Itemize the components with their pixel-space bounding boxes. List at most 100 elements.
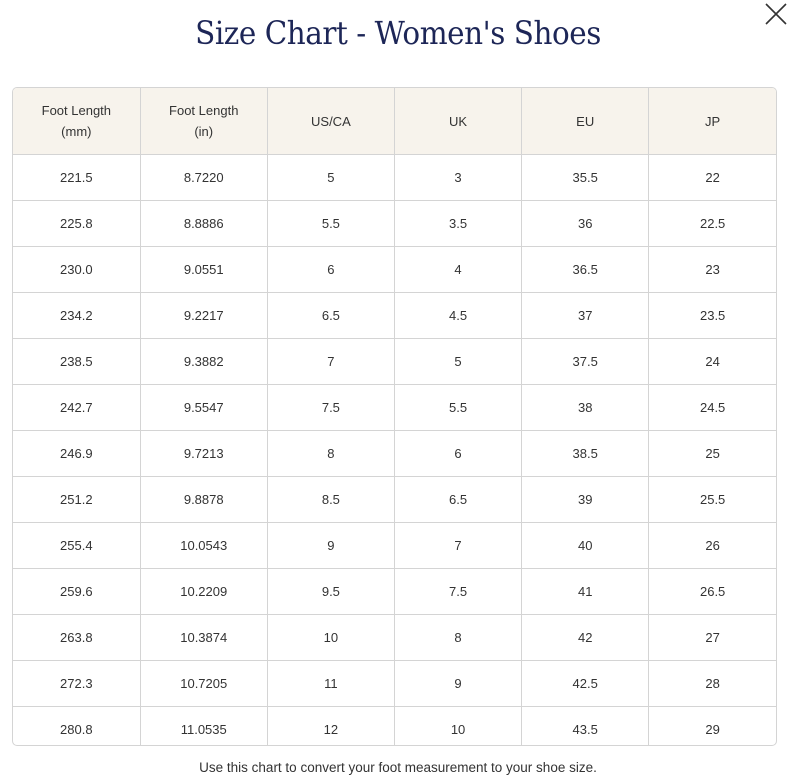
column-header-text: EU <box>576 113 595 129</box>
table-cell: 9.7213 <box>139 430 268 477</box>
table-row: 234.2 9.2217 6.5 4.5 37 23.5 <box>13 292 776 339</box>
table-cell: 5 <box>393 338 523 385</box>
table-cell: 255.4 <box>13 522 141 569</box>
table-header-row: Foot Length (mm) Foot Length (in) US/CA UK EU J… <box>13 88 776 155</box>
table-cell: 9.3882 <box>139 338 268 385</box>
close-x-icon <box>765 3 787 25</box>
close-button[interactable] <box>764 2 788 26</box>
table-cell: 9.5 <box>266 568 395 615</box>
table-cell: 10.7205 <box>139 660 268 707</box>
table-cell: 221.5 <box>13 154 141 201</box>
table-row: 255.4 10.0543 9 7 40 26 <box>13 522 776 569</box>
table-row: 263.8 10.3874 10 8 42 27 <box>13 614 776 661</box>
table-row: 221.5 8.7220 5 3 35.5 22 <box>13 154 776 201</box>
table-cell: 230.0 <box>13 246 141 293</box>
table-cell: 38 <box>521 384 650 431</box>
table-cell: 42.5 <box>521 660 650 707</box>
table-cell: 8.7220 <box>139 154 268 201</box>
table-cell: 234.2 <box>13 292 141 339</box>
table-cell: 6 <box>393 430 523 477</box>
column-header-text: UK <box>449 113 468 129</box>
table-cell: 9.8878 <box>139 476 268 523</box>
column-header: Foot Length (mm) <box>13 88 141 155</box>
table-row: 225.8 8.8886 5.5 3.5 36 22.5 <box>13 200 776 247</box>
table-row: 238.5 9.3882 7 5 37.5 24 <box>13 338 776 385</box>
column-header-text: Foot Length <box>169 103 239 118</box>
table-cell: 5 <box>266 154 395 201</box>
table-cell: 25 <box>648 430 776 477</box>
table-cell: 26 <box>648 522 776 569</box>
table-cell: 280.8 <box>13 706 141 745</box>
table-row: 272.3 10.7205 11 9 42.5 28 <box>13 660 776 707</box>
table-cell: 10 <box>393 706 523 745</box>
table-cell: 5.5 <box>393 384 523 431</box>
table-cell: 38.5 <box>521 430 650 477</box>
table-cell: 246.9 <box>13 430 141 477</box>
column-header: JP <box>648 88 776 155</box>
table-cell: 242.7 <box>13 384 141 431</box>
table-cell: 29 <box>648 706 776 745</box>
table-cell: 24.5 <box>648 384 776 431</box>
table-cell: 11.0535 <box>139 706 268 745</box>
table-cell: 9.5547 <box>139 384 268 431</box>
table-cell: 6.5 <box>393 476 523 523</box>
table-cell: 9 <box>266 522 395 569</box>
table-cell: 9.2217 <box>139 292 268 339</box>
column-header: Foot Length (in) <box>139 88 268 155</box>
table-row: 242.7 9.5547 7.5 5.5 38 24.5 <box>13 384 776 431</box>
table-cell: 3.5 <box>393 200 523 247</box>
table-row: 246.9 9.7213 8 6 38.5 25 <box>13 430 776 477</box>
table-cell: 8 <box>393 614 523 661</box>
table-cell: 7.5 <box>266 384 395 431</box>
table-cell: 41 <box>521 568 650 615</box>
table-row: 230.0 9.0551 6 4 36.5 23 <box>13 246 776 293</box>
column-header-text: Foot Length <box>41 103 112 118</box>
table-cell: 4 <box>393 246 523 293</box>
table-cell: 10.3874 <box>139 614 268 661</box>
table-cell: 26.5 <box>648 568 776 615</box>
table-cell: 5.5 <box>266 200 395 247</box>
table-cell: 23 <box>648 246 776 293</box>
table-cell: 251.2 <box>13 476 141 523</box>
table-cell: 3 <box>393 154 523 201</box>
table-cell: 23.5 <box>648 292 776 339</box>
table-cell: 259.6 <box>13 568 141 615</box>
table-cell: 25.5 <box>648 476 776 523</box>
table-cell: 42 <box>521 614 650 661</box>
footer-note: Use this chart to convert your foot meas… <box>199 760 597 775</box>
column-header: EU <box>521 88 650 155</box>
table-cell: 43.5 <box>521 706 650 745</box>
column-header-text: (mm) <box>61 124 92 139</box>
table-cell: 7 <box>393 522 523 569</box>
table-cell: 8 <box>266 430 395 477</box>
table-row: 251.2 9.8878 8.5 6.5 39 25.5 <box>13 476 776 523</box>
column-header: US/CA <box>266 88 395 155</box>
column-header-text: US/CA <box>311 113 351 129</box>
table-cell: 37.5 <box>521 338 650 385</box>
table-cell: 6 <box>266 246 395 293</box>
table-cell: 37 <box>521 292 650 339</box>
table-cell: 11 <box>266 660 395 707</box>
table-cell: 36.5 <box>521 246 650 293</box>
page-title: Size Chart - Women's Shoes <box>195 14 601 52</box>
table-cell: 39 <box>521 476 650 523</box>
size-chart-table: Foot Length (mm) Foot Length (in) US/CA UK EU J… <box>12 87 777 746</box>
table-cell: 8.5 <box>266 476 395 523</box>
table-cell: 28 <box>648 660 776 707</box>
column-header-text: JP <box>705 113 721 129</box>
table-cell: 272.3 <box>13 660 141 707</box>
table-cell: 22 <box>648 154 776 201</box>
table-cell: 22.5 <box>648 200 776 247</box>
table-cell: 40 <box>521 522 650 569</box>
column-header: UK <box>393 88 523 155</box>
table-cell: 10.0543 <box>139 522 268 569</box>
table-cell: 263.8 <box>13 614 141 661</box>
table-cell: 10.2209 <box>139 568 268 615</box>
table-cell: 12 <box>266 706 395 745</box>
table-cell: 36 <box>521 200 650 247</box>
table-cell: 35.5 <box>521 154 650 201</box>
table-cell: 24 <box>648 338 776 385</box>
column-header-text: (in) <box>194 124 214 139</box>
table-cell: 27 <box>648 614 776 661</box>
table-cell: 8.8886 <box>139 200 268 247</box>
